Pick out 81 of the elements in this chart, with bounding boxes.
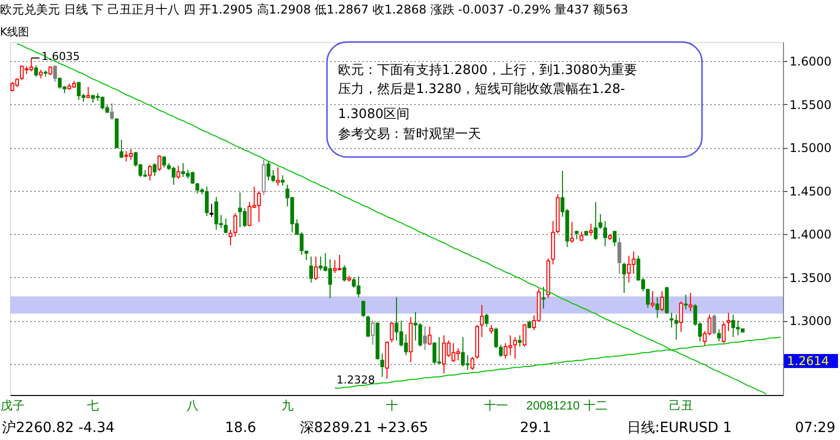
candlestick <box>570 221 574 244</box>
chart-subtitle: K线图 <box>0 25 30 38</box>
text: 沪2260.82 -4.34 <box>2 420 115 436</box>
candlestick <box>210 203 214 218</box>
x-tick-label: 十 <box>386 398 398 412</box>
x-tick-label: 十二 <box>584 398 608 412</box>
candlestick <box>110 102 114 120</box>
candlestick <box>542 286 546 309</box>
candlestick <box>480 304 484 338</box>
candlestick <box>314 256 318 280</box>
annotation: 参考交易：暂时观望一天 <box>338 126 481 142</box>
candlestick <box>684 294 688 310</box>
y-tick-label: 1.5500 <box>790 98 832 112</box>
candlestick <box>612 230 617 247</box>
candlestick <box>688 292 692 312</box>
candlestick <box>423 326 427 351</box>
text: 29.1 <box>520 420 552 436</box>
y-tick-label: 1.3500 <box>790 270 832 285</box>
candlestick <box>157 154 162 172</box>
y-tick-label: 1.4500 <box>790 184 832 198</box>
y-tick-label: 1.5000 <box>790 141 832 156</box>
candlestick <box>594 202 598 241</box>
x-tick-label: 20081210 <box>526 398 580 412</box>
candlestick <box>380 352 384 378</box>
candlestick <box>304 250 308 261</box>
x-tick-label: 十一 <box>484 398 508 412</box>
x-tick-label: 七 <box>86 398 99 412</box>
candlestick <box>712 314 716 335</box>
y-tick-label: 1.4000 <box>790 228 832 242</box>
y-tick-label: 1.3000 <box>790 314 832 328</box>
chart-title: 欧元兑美元 日线 下 己丑正月十八 四 开1.2905 高1.2908 低1.2867 收1.2868 涨跌 -0.0037 -0.29% 量437 额563 <box>0 2 628 16</box>
candlestick <box>34 64 38 78</box>
candlestick <box>176 165 180 180</box>
y-tick-label: 1.6000 <box>790 54 832 69</box>
candlestick <box>722 322 726 344</box>
candlestick <box>53 64 57 82</box>
candlestick <box>717 328 721 342</box>
candlestick <box>655 296 660 318</box>
candlestick <box>580 230 584 242</box>
candlestick <box>589 223 593 236</box>
candlestick <box>224 218 228 234</box>
candlestick <box>726 312 730 332</box>
candlestick <box>342 264 346 282</box>
candlestick <box>484 313 489 328</box>
x-tick-label: 九 <box>281 398 294 412</box>
candlestick <box>280 174 285 186</box>
text: 07:29 <box>795 420 836 436</box>
candlestick <box>646 288 650 308</box>
x-tick-label: 己丑 <box>669 398 694 412</box>
candlestick <box>366 314 370 338</box>
candlestick <box>361 300 366 318</box>
candlestick <box>670 312 674 328</box>
text: 1.2614 <box>787 354 829 368</box>
candlestick <box>470 356 474 370</box>
candlestick <box>622 262 626 294</box>
x-tick-label: 戊子 <box>0 398 24 412</box>
candlestick <box>428 326 432 346</box>
annotation: 欧元：下面有支持1.2800，上行，到1.3080为重要压力，然后是1.3280，短线可能收敛震幅在1.28-1.3080区间 <box>338 63 637 122</box>
candlestick <box>390 322 394 343</box>
annotation: 1.2328 <box>336 374 376 387</box>
candlestick <box>370 320 375 346</box>
text: 18.6 <box>225 420 256 436</box>
candlestick <box>679 301 683 332</box>
candlestick <box>498 344 503 358</box>
x-tick-label: 八 <box>186 398 199 412</box>
candlestick <box>660 290 664 312</box>
candlestick <box>603 220 608 247</box>
candlestick <box>309 256 314 284</box>
candlestick <box>276 166 280 186</box>
candlestick <box>152 162 157 177</box>
candlestick <box>518 334 522 348</box>
text: 日线:EURUSD 1 <box>627 420 732 436</box>
candlestick <box>674 314 678 340</box>
candlestick <box>617 237 622 274</box>
candlestick <box>522 324 526 348</box>
candlestick <box>494 327 498 349</box>
candlestick <box>120 139 124 158</box>
candlestick <box>148 164 152 181</box>
candlestick <box>598 214 602 230</box>
candlestick <box>650 290 654 308</box>
text: 深8289.21 +23.65 <box>300 420 428 436</box>
